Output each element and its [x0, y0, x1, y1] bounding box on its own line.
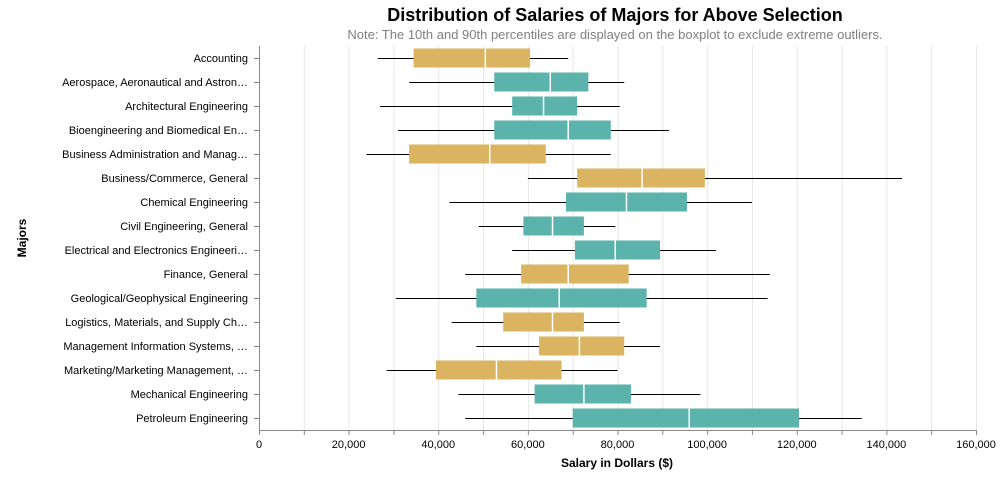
x-tick-label: 60,000 [511, 439, 545, 451]
iqr-box [577, 168, 705, 188]
iqr-box [409, 144, 546, 164]
category-label: Electrical and Electronics Engineeri… [65, 245, 248, 257]
category-label: Business/Commerce, General [101, 173, 248, 185]
iqr-box [521, 264, 629, 284]
category-label: Geological/Geophysical Engineering [71, 293, 248, 305]
x-tick-label: 40,000 [421, 439, 455, 451]
category-label: Aerospace, Aeronautical and Astron… [62, 77, 248, 89]
x-axis-title: Salary in Dollars ($) [561, 456, 673, 470]
iqr-box [512, 96, 578, 116]
category-label: Management Information Systems, … [63, 341, 248, 353]
iqr-box [523, 216, 584, 236]
category-label: Architectural Engineering [125, 101, 248, 113]
category-label: Petroleum Engineering [136, 413, 248, 425]
category-label: Civil Engineering, General [120, 221, 248, 233]
category-label: Finance, General [164, 269, 248, 281]
category-label: Accounting [194, 53, 248, 65]
x-tick-label: 120,000 [777, 439, 817, 451]
iqr-box [436, 360, 562, 380]
chart-title: Distribution of Salaries of Majors for A… [387, 5, 842, 25]
x-tick-label: 100,000 [687, 439, 727, 451]
boxplot-marks [366, 48, 903, 428]
x-axis: 0 20,000 40,000 60,000 80,000 100,000 120,000 1… [256, 430, 996, 451]
iqr-box [574, 240, 661, 260]
iqr-box [413, 48, 531, 68]
x-tick-label: 20,000 [332, 439, 366, 451]
iqr-box [572, 408, 799, 428]
y-axis-labels: Accounting Aerospace, Aeronautical and As… [62, 46, 260, 430]
x-tick-label: 140,000 [866, 439, 906, 451]
iqr-box [539, 336, 625, 356]
category-label: Bioengineering and Biomedical En… [69, 125, 248, 137]
x-tick-label: 80,000 [601, 439, 635, 451]
iqr-box [534, 384, 631, 404]
x-tick-label: 160,000 [956, 439, 996, 451]
iqr-box [494, 72, 589, 92]
category-label: Marketing/Marketing Management, … [64, 365, 248, 377]
grid-lines [259, 46, 977, 430]
x-tick-label: 0 [256, 439, 262, 451]
iqr-box [494, 120, 611, 140]
iqr-box [476, 288, 647, 308]
category-label: Business Administration and Manag… [62, 149, 248, 161]
category-label: Chemical Engineering [140, 197, 248, 209]
chart-subtitle: Note: The 10th and 90th percentiles are … [347, 27, 882, 42]
category-label: Mechanical Engineering [131, 389, 248, 401]
iqr-box [503, 312, 584, 332]
category-label: Logistics, Materials, and Supply Ch… [65, 317, 248, 329]
y-axis-title: Majors [15, 218, 29, 257]
